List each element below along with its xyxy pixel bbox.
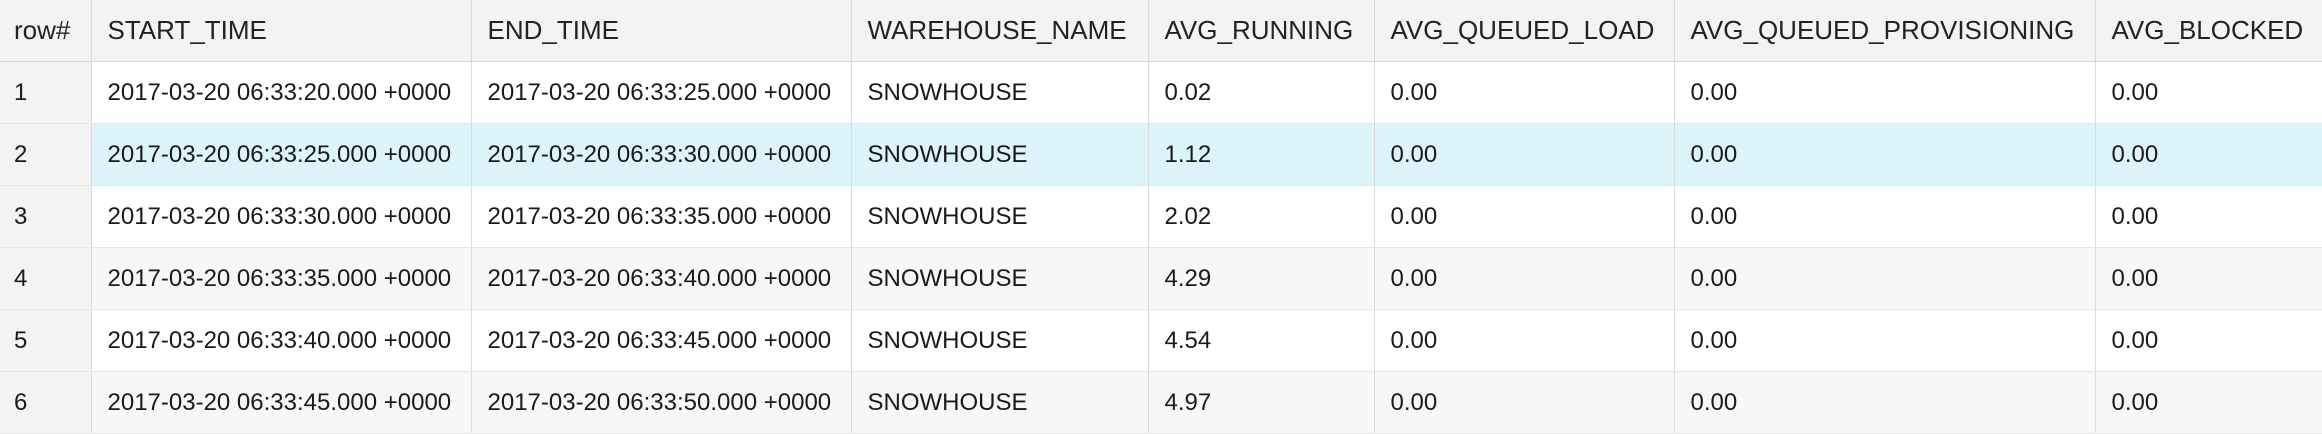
column-header-avg-queued-load[interactable]: AVG_QUEUED_LOAD — [1374, 0, 1675, 62]
table-row[interactable]: 4 2017-03-20 06:33:35.000 +0000 2017-03-… — [0, 247, 2322, 310]
avg-running-cell[interactable]: 2.02 — [1148, 185, 1375, 248]
table-row[interactable]: 1 2017-03-20 06:33:20.000 +0000 2017-03-… — [0, 61, 2322, 124]
avg-queued-load-cell[interactable]: 0.00 — [1374, 247, 1675, 310]
avg-queued-provisioning-cell[interactable]: 0.00 — [1674, 371, 2096, 434]
row-number-cell[interactable]: 6 — [0, 371, 92, 434]
avg-queued-load-cell[interactable]: 0.00 — [1374, 371, 1675, 434]
warehouse-name-cell[interactable]: SNOWHOUSE — [851, 247, 1149, 310]
avg-queued-load-cell[interactable]: 0.00 — [1374, 185, 1675, 248]
avg-blocked-cell[interactable]: 0.00 — [2095, 371, 2322, 434]
avg-blocked-cell[interactable]: 0.00 — [2095, 247, 2322, 310]
table-row[interactable]: 6 2017-03-20 06:33:45.000 +0000 2017-03-… — [0, 371, 2322, 434]
avg-running-cell[interactable]: 1.12 — [1148, 123, 1375, 186]
row-number-cell[interactable]: 2 — [0, 123, 92, 186]
start-time-cell[interactable]: 2017-03-20 06:33:40.000 +0000 — [91, 309, 472, 372]
end-time-cell[interactable]: 2017-03-20 06:33:25.000 +0000 — [471, 61, 852, 124]
avg-blocked-cell[interactable]: 0.00 — [2095, 123, 2322, 186]
table-header: row# START_TIME END_TIME WAREHOUSE_NAME … — [0, 0, 2322, 62]
warehouse-name-cell[interactable]: SNOWHOUSE — [851, 123, 1149, 186]
avg-queued-load-cell[interactable]: 0.00 — [1374, 309, 1675, 372]
table-body: 1 2017-03-20 06:33:20.000 +0000 2017-03-… — [0, 61, 2322, 434]
avg-blocked-cell[interactable]: 0.00 — [2095, 309, 2322, 372]
warehouse-name-cell[interactable]: SNOWHOUSE — [851, 309, 1149, 372]
column-header-avg-blocked[interactable]: AVG_BLOCKED — [2095, 0, 2322, 62]
avg-running-cell[interactable]: 4.54 — [1148, 309, 1375, 372]
end-time-cell[interactable]: 2017-03-20 06:33:35.000 +0000 — [471, 185, 852, 248]
avg-blocked-cell[interactable]: 0.00 — [2095, 185, 2322, 248]
avg-queued-provisioning-cell[interactable]: 0.00 — [1674, 185, 2096, 248]
avg-queued-provisioning-cell[interactable]: 0.00 — [1674, 247, 2096, 310]
avg-blocked-cell[interactable]: 0.00 — [2095, 61, 2322, 124]
start-time-cell[interactable]: 2017-03-20 06:33:30.000 +0000 — [91, 185, 472, 248]
header-row: row# START_TIME END_TIME WAREHOUSE_NAME … — [0, 0, 2322, 62]
avg-running-cell[interactable]: 4.29 — [1148, 247, 1375, 310]
start-time-cell[interactable]: 2017-03-20 06:33:45.000 +0000 — [91, 371, 472, 434]
end-time-cell[interactable]: 2017-03-20 06:33:50.000 +0000 — [471, 371, 852, 434]
avg-queued-load-cell[interactable]: 0.00 — [1374, 123, 1675, 186]
row-number-cell[interactable]: 3 — [0, 185, 92, 248]
avg-queued-load-cell[interactable]: 0.00 — [1374, 61, 1675, 124]
column-header-avg-running[interactable]: AVG_RUNNING — [1148, 0, 1375, 62]
column-header-start-time[interactable]: START_TIME — [91, 0, 472, 62]
row-number-cell[interactable]: 4 — [0, 247, 92, 310]
warehouse-name-cell[interactable]: SNOWHOUSE — [851, 185, 1149, 248]
row-number-cell[interactable]: 5 — [0, 309, 92, 372]
column-header-row-number[interactable]: row# — [0, 0, 92, 62]
table-row[interactable]: 3 2017-03-20 06:33:30.000 +0000 2017-03-… — [0, 185, 2322, 248]
column-header-avg-queued-provisioning[interactable]: AVG_QUEUED_PROVISIONING — [1674, 0, 2096, 62]
avg-queued-provisioning-cell[interactable]: 0.00 — [1674, 309, 2096, 372]
avg-queued-provisioning-cell[interactable]: 0.00 — [1674, 123, 2096, 186]
column-header-end-time[interactable]: END_TIME — [471, 0, 852, 62]
warehouse-name-cell[interactable]: SNOWHOUSE — [851, 371, 1149, 434]
row-number-cell[interactable]: 1 — [0, 61, 92, 124]
end-time-cell[interactable]: 2017-03-20 06:33:45.000 +0000 — [471, 309, 852, 372]
column-header-warehouse-name[interactable]: WAREHOUSE_NAME — [851, 0, 1149, 62]
warehouse-name-cell[interactable]: SNOWHOUSE — [851, 61, 1149, 124]
end-time-cell[interactable]: 2017-03-20 06:33:40.000 +0000 — [471, 247, 852, 310]
end-time-cell[interactable]: 2017-03-20 06:33:30.000 +0000 — [471, 123, 852, 186]
table-row[interactable]: 5 2017-03-20 06:33:40.000 +0000 2017-03-… — [0, 309, 2322, 372]
table-row-selected[interactable]: 2 2017-03-20 06:33:25.000 +0000 2017-03-… — [0, 123, 2322, 186]
start-time-cell[interactable]: 2017-03-20 06:33:35.000 +0000 — [91, 247, 472, 310]
start-time-cell[interactable]: 2017-03-20 06:33:25.000 +0000 — [91, 123, 472, 186]
avg-queued-provisioning-cell[interactable]: 0.00 — [1674, 61, 2096, 124]
avg-running-cell[interactable]: 0.02 — [1148, 61, 1375, 124]
avg-running-cell[interactable]: 4.97 — [1148, 371, 1375, 434]
start-time-cell[interactable]: 2017-03-20 06:33:20.000 +0000 — [91, 61, 472, 124]
